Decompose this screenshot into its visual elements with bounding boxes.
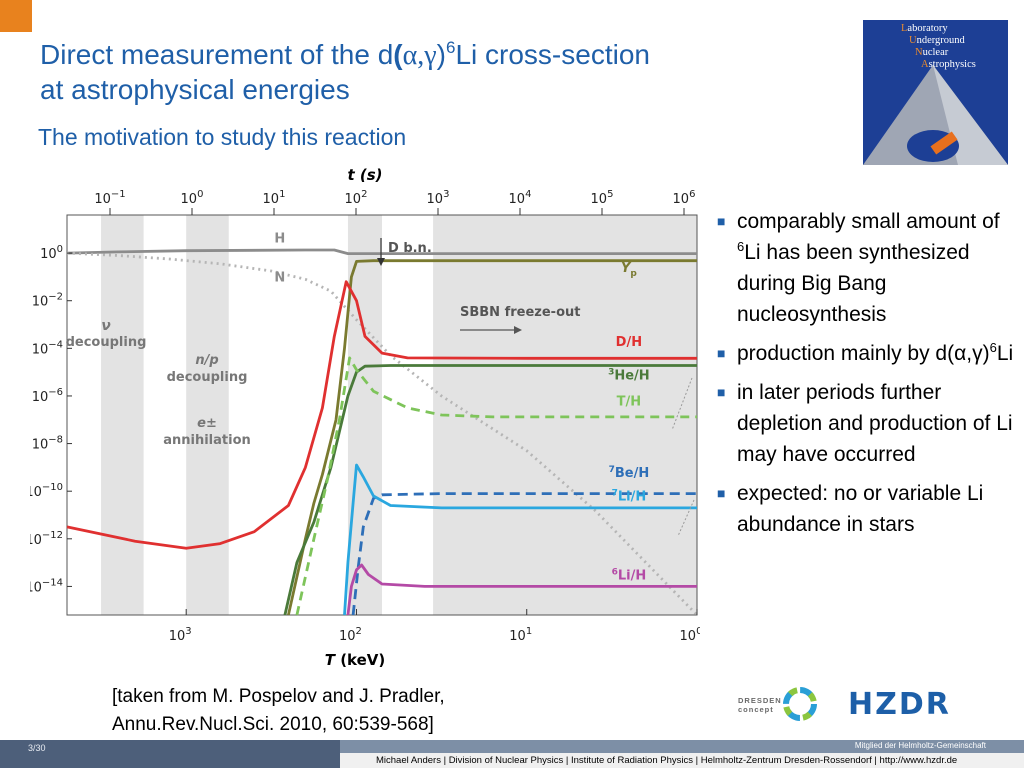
curve-label: Yp bbox=[621, 261, 637, 279]
bullet-square-icon: ■ bbox=[717, 384, 726, 400]
bullet-list: ■ comparably small amount of 6Li has been… bbox=[717, 206, 1017, 548]
footer-member-text: Mitglied der Helmholtz-Gemeinschaft bbox=[854, 741, 986, 750]
curve-labels-layer: H N Yp D/H 3He/H T/H 7Be/H 7Li/H 6Li/H bbox=[274, 231, 649, 583]
curve-label: T/H bbox=[617, 394, 642, 409]
nu-decoupling-text: decoupling bbox=[66, 335, 147, 350]
luna-logo: Laboratory Underground Nuclear Astrophys… bbox=[863, 20, 1008, 165]
hzdr-logo-text: HZDR bbox=[848, 688, 951, 718]
top-tick-label: 103 bbox=[427, 189, 450, 207]
footer-info-text: Michael Anders | Division of Nuclear Phy… bbox=[376, 755, 958, 766]
y-tick-label: 10−10 bbox=[30, 482, 63, 500]
x-tick-label: 102 bbox=[339, 626, 362, 644]
slide-title: Direct measurement of the d(α,γ)6Li cros… bbox=[40, 38, 650, 105]
bullet-item: ■ expected: no or variable Li abundance i… bbox=[717, 478, 1017, 540]
shaded-band bbox=[186, 215, 229, 615]
bullet-square-icon: ■ bbox=[717, 345, 726, 361]
luna-logo-line-3: Nuclear bbox=[915, 47, 949, 58]
top-tick-label: 101 bbox=[263, 189, 286, 207]
bullet-item: ■ in later periods further depletion and … bbox=[717, 377, 1017, 470]
x-tick-label: 103 bbox=[169, 626, 192, 644]
y-tick-label: 10−8 bbox=[32, 435, 63, 453]
shaded-band bbox=[101, 215, 144, 615]
dresden-ring-icon bbox=[783, 687, 817, 721]
top-tick-label: 106 bbox=[673, 189, 696, 207]
dresden-concept-text: DRESDEN concept bbox=[738, 696, 782, 714]
series-line bbox=[295, 356, 697, 616]
footer-info-strip: Michael Anders | Division of Nuclear Phy… bbox=[340, 753, 1024, 768]
footer-bar: Mitglied der Helmholtz-Gemeinschaft 3/30… bbox=[0, 740, 1024, 768]
hzdr-logo: HZDR bbox=[848, 688, 951, 718]
bullet-item: ■ comparably small amount of 6Li has been… bbox=[717, 206, 1017, 330]
slide-subtitle: The motivation to study this reaction bbox=[38, 124, 407, 150]
luna-logo-line-1: Laboratory bbox=[901, 23, 948, 34]
dbn-arrow-head bbox=[377, 258, 385, 266]
footer-page-block: 3/30 bbox=[0, 740, 340, 768]
series-line bbox=[287, 259, 697, 616]
page-number: 3/30 bbox=[28, 743, 46, 753]
curve-label: 7Li/H bbox=[612, 489, 647, 505]
series-line bbox=[346, 563, 697, 616]
np-decoupling-symbol: n/p bbox=[195, 353, 218, 368]
e-annihilation-symbol: e± bbox=[197, 416, 217, 431]
plot-frame bbox=[66, 214, 698, 616]
top-tick-label: 104 bbox=[509, 189, 532, 207]
shaded-band bbox=[347, 215, 382, 615]
ticks-layer: 103 102 101 100 100 10−2 10−4 10−6 10−8 10−10 10−1… bbox=[30, 189, 700, 644]
y-tick-label: 10−12 bbox=[30, 530, 63, 548]
curve-label: 7Be/H bbox=[609, 465, 650, 481]
series-line bbox=[351, 492, 697, 616]
curve-label: D/H bbox=[616, 335, 642, 350]
top-tick-label: 105 bbox=[591, 189, 614, 207]
accent-corner-square bbox=[0, 0, 32, 32]
y-tick-label: 10−2 bbox=[32, 292, 63, 310]
top-tick-label: 100 bbox=[181, 189, 204, 207]
top-tick-label: 102 bbox=[345, 189, 368, 207]
series-line bbox=[66, 248, 697, 255]
e-annihilation-text: annihilation bbox=[163, 433, 251, 448]
curve-label: N bbox=[274, 271, 285, 286]
th-pointer-arrow bbox=[671, 377, 693, 431]
luna-logo-line-2: Underground bbox=[909, 35, 965, 46]
freeze-out-annotation: SBBN freeze-out bbox=[460, 305, 580, 320]
y-tick-label: 10−6 bbox=[32, 387, 63, 405]
curve-label: 6Li/H bbox=[612, 567, 647, 583]
y-tick-label: 10−14 bbox=[30, 577, 63, 595]
curve-label: 3He/H bbox=[608, 367, 650, 383]
curve-label: H bbox=[274, 231, 285, 246]
bullet-square-icon: ■ bbox=[717, 485, 726, 501]
luna-logo-line-4: Astrophysics bbox=[921, 59, 976, 70]
series-line bbox=[343, 463, 697, 616]
li7-pointer-arrow bbox=[677, 499, 695, 537]
x-tick-label: 100 bbox=[680, 626, 700, 644]
np-decoupling-text: decoupling bbox=[167, 370, 248, 385]
series-line bbox=[283, 364, 697, 616]
shaded-bands-layer bbox=[101, 215, 697, 615]
top-tick-label: 10−1 bbox=[94, 189, 125, 207]
luna-logo-graphic bbox=[863, 22, 1008, 165]
detector-shape bbox=[930, 131, 958, 155]
crescent-shape bbox=[873, 22, 903, 82]
source-citation: [taken from M. Pospelov and J. Pradler, … bbox=[112, 686, 445, 735]
x-axis-label: T (keV) bbox=[325, 651, 386, 669]
bbn-abundance-chart: 103 102 101 100 100 10−2 10−4 10−6 10−8 10−10 10−1… bbox=[30, 166, 700, 669]
series-line bbox=[66, 280, 697, 550]
y-tick-label: 10−4 bbox=[32, 339, 63, 357]
y-tick-label: 100 bbox=[40, 244, 63, 262]
top-axis-label: t (s) bbox=[347, 166, 382, 184]
nu-decoupling-symbol: ν bbox=[101, 318, 111, 334]
bullet-item: ■ production mainly by d(α,γ)6Li bbox=[717, 338, 1017, 369]
dbn-annotation: D b.n. bbox=[388, 241, 432, 256]
x-tick-label: 101 bbox=[509, 626, 532, 644]
dresden-concept-logo: DRESDEN concept bbox=[738, 684, 820, 724]
series-layer bbox=[66, 248, 699, 616]
freeze-out-arrow-head bbox=[514, 326, 522, 334]
bullet-square-icon: ■ bbox=[717, 213, 726, 229]
